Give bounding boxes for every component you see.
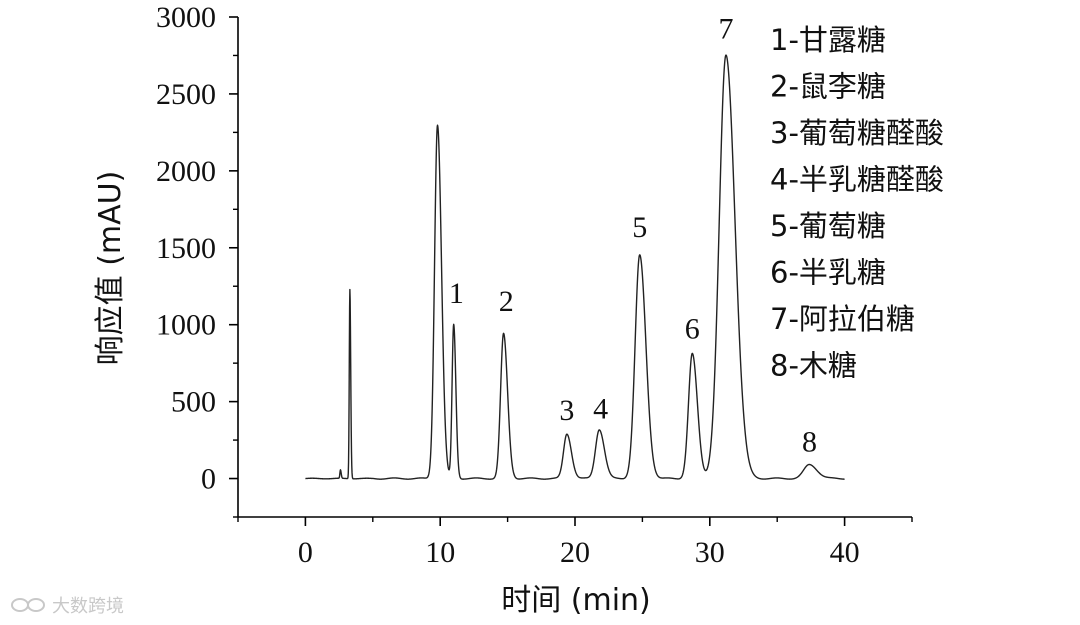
- legend-entry: 1-甘露糖: [770, 23, 886, 57]
- peak-label: 8: [802, 426, 817, 459]
- peak-label: 5: [632, 211, 647, 244]
- peak-label: 3: [559, 394, 574, 427]
- y-tick-label: 1000: [156, 309, 216, 342]
- x-tick-label: 40: [830, 536, 860, 569]
- chromatogram-trace: [304, 54, 846, 480]
- y-tick-label: 1500: [156, 232, 216, 265]
- y-axis-title: 响应值 (mAU): [93, 171, 128, 366]
- legend-entry: 2-鼠李糖: [770, 70, 886, 104]
- y-tick-label: 500: [171, 386, 216, 419]
- y-tick-label: 2500: [156, 78, 216, 111]
- legend-entry: 8-木糖: [770, 349, 857, 383]
- y-tick-label: 3000: [156, 1, 216, 34]
- legend-entry: 4-半乳糖醛酸: [770, 163, 944, 197]
- x-tick-label: 0: [298, 536, 313, 569]
- watermark-text: 大数跨境: [52, 596, 124, 617]
- x-tick-label: 20: [560, 536, 590, 569]
- x-tick-label: 10: [425, 536, 455, 569]
- peak-label: 7: [718, 13, 733, 46]
- peak-labels: 1 2 3 4 5 6 7 8: [449, 13, 817, 459]
- ticks: 0 10 20 30 40 0 500 1000 1500 2000 2500 3000: [156, 1, 913, 569]
- x-tick-label: 30: [695, 536, 725, 569]
- peak-label: 6: [685, 313, 700, 346]
- legend-entry: 3-葡萄糖醛酸: [770, 116, 944, 150]
- legend: 1-甘露糖 2-鼠李糖 3-葡萄糖醛酸 4-半乳糖醛酸 5-葡萄糖 6-半乳糖 7-阿拉伯糖…: [770, 23, 944, 383]
- peak-label: 2: [499, 285, 514, 318]
- peak-label: 4: [593, 393, 608, 426]
- peak-label: 1: [449, 277, 464, 310]
- infinity-logo: [11, 598, 45, 612]
- legend-entry: 6-半乳糖: [770, 256, 886, 290]
- y-tick-label: 0: [201, 463, 216, 496]
- x-axis-title: 时间 (min): [501, 583, 651, 618]
- y-tick-label: 2000: [156, 155, 216, 188]
- watermark: 大数跨境: [11, 596, 124, 617]
- legend-entry: 5-葡萄糖: [770, 209, 886, 243]
- legend-entry: 7-阿拉伯糖: [770, 302, 915, 336]
